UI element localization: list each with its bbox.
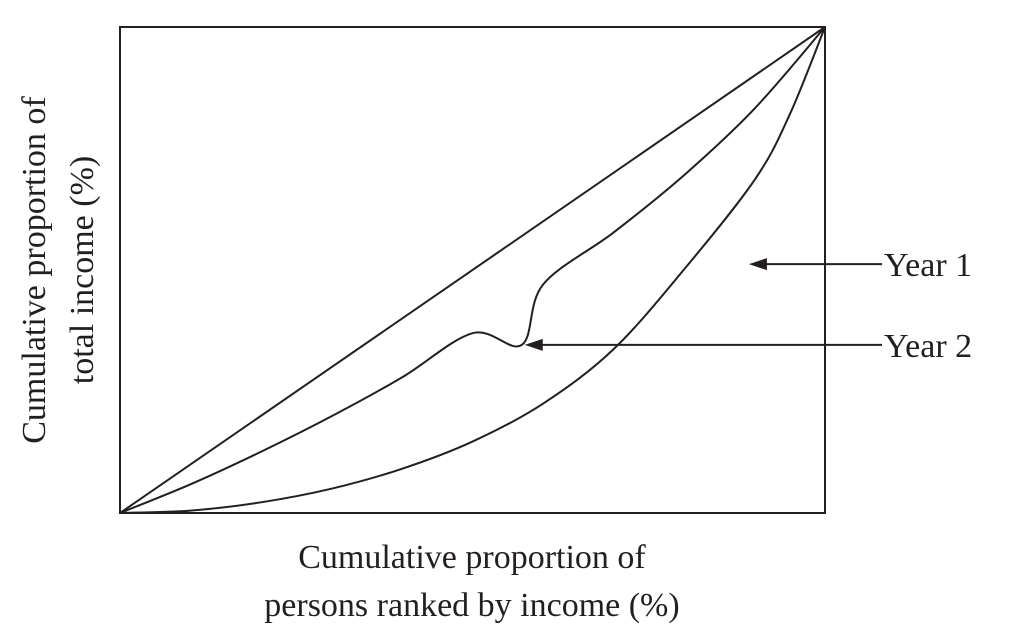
callout-label-year-1: Year 1 [884, 247, 972, 284]
callout-arrowhead-year-1 [748, 258, 767, 271]
series-layer [119, 26, 826, 514]
x-axis-label-line-1: Cumulative proportion of [298, 539, 646, 576]
lorenz-curve-year-1 [119, 26, 826, 514]
y-axis-label-line-1: Cumulative proportion of [16, 96, 53, 444]
y-axis-label-line-2: total income (%) [64, 156, 101, 384]
callout-label-year-2: Year 2 [884, 328, 972, 365]
line-of-equality [119, 26, 826, 514]
annotation-layer: Year 1 Year 2 [524, 247, 972, 365]
callout-arrowhead-year-2 [524, 338, 543, 351]
x-axis-label-line-2: persons ranked by income (%) [264, 587, 679, 624]
plot-frame [119, 26, 826, 514]
lorenz-curve-year-2 [119, 26, 826, 514]
